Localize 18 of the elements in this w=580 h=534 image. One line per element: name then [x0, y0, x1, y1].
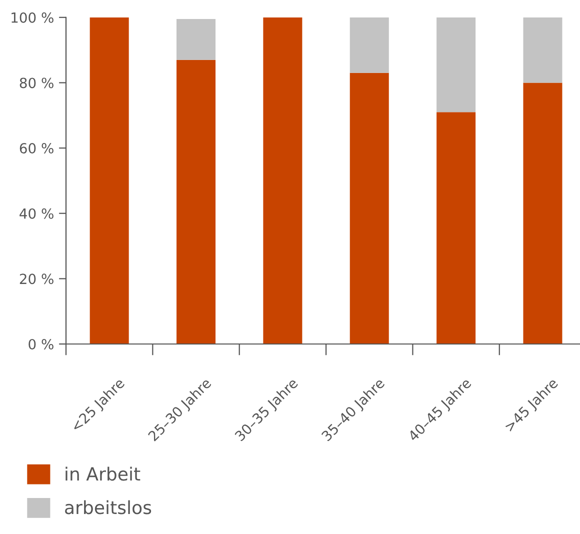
- y-tick-label: 80 %: [20, 78, 54, 88]
- bar: [176, 60, 216, 344]
- bar: [436, 112, 476, 344]
- y-tick-label: 20 %: [20, 274, 54, 284]
- y-tick-label: 0 %: [28, 338, 54, 350]
- legend-label: in Arbeit: [66, 466, 140, 481]
- bar: [436, 17, 476, 112]
- bar: [523, 82, 562, 344]
- bar: [90, 17, 129, 344]
- y-tick-label: 60 %: [20, 143, 54, 154]
- y-tick-label: 100 %: [12, 12, 54, 23]
- bar: [350, 17, 389, 73]
- legend-label: arbeitslos: [65, 500, 152, 514]
- bar: [176, 19, 216, 60]
- bar: [523, 17, 562, 83]
- bar: [350, 72, 389, 344]
- y-tick-label: 40 %: [20, 208, 54, 219]
- bar: [263, 17, 302, 344]
